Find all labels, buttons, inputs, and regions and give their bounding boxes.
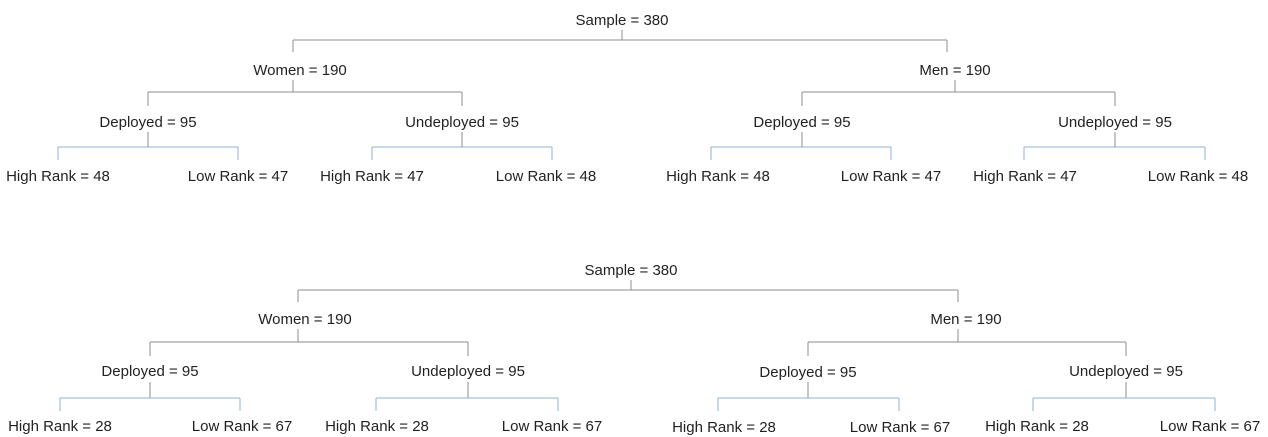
tree1-women-undeployed-node: Undeployed = 95 bbox=[405, 114, 519, 131]
tree2-men-undeployed-node: Undeployed = 95 bbox=[1069, 363, 1183, 380]
tree1-men-deployed-node: Deployed = 95 bbox=[753, 114, 851, 131]
tree1-mu-low-rank-node: Low Rank = 48 bbox=[1147, 168, 1249, 185]
tree1-md-high-rank-node: High Rank = 48 bbox=[666, 168, 770, 185]
tree1-women-node: Women = 190 bbox=[253, 62, 347, 79]
tree2-wu-low-rank-node: Low Rank = 67 bbox=[501, 418, 603, 435]
tree2-root-node: Sample = 380 bbox=[584, 262, 678, 279]
tree2-mu-high-rank-node: High Rank = 28 bbox=[985, 418, 1089, 435]
tree2-women-node: Women = 190 bbox=[258, 311, 352, 328]
tree2-wd-low-rank-node: Low Rank = 67 bbox=[191, 418, 293, 435]
tree1-wd-low-rank-node: Low Rank = 47 bbox=[187, 168, 289, 185]
tree2-md-low-rank-node: Low Rank = 67 bbox=[849, 419, 951, 436]
tree1-md-low-rank-node: Low Rank = 47 bbox=[840, 168, 942, 185]
tree1-mu-high-rank-node: High Rank = 47 bbox=[973, 168, 1077, 185]
tree2-md-high-rank-node: High Rank = 28 bbox=[672, 419, 776, 436]
tree2-men-node: Men = 190 bbox=[930, 311, 1002, 328]
tree2-women-undeployed-node: Undeployed = 95 bbox=[411, 363, 525, 380]
tree1-wu-low-rank-node: Low Rank = 48 bbox=[495, 168, 597, 185]
tree1-wd-high-rank-node: High Rank = 48 bbox=[6, 168, 110, 185]
tree2-women-deployed-node: Deployed = 95 bbox=[101, 363, 199, 380]
tree1-connectors bbox=[57, 30, 1206, 160]
tree2-connectors bbox=[59, 280, 1216, 411]
tree2-wu-high-rank-node: High Rank = 28 bbox=[325, 418, 429, 435]
tree1-men-undeployed-node: Undeployed = 95 bbox=[1058, 114, 1172, 131]
tree1-root-node: Sample = 380 bbox=[575, 12, 669, 29]
tree2-mu-low-rank-node: Low Rank = 67 bbox=[1159, 418, 1261, 435]
tree1-men-node: Men = 190 bbox=[919, 62, 991, 79]
tree1-wu-high-rank-node: High Rank = 47 bbox=[320, 168, 424, 185]
tree1-women-deployed-node: Deployed = 95 bbox=[99, 114, 197, 131]
tree2-men-deployed-node: Deployed = 95 bbox=[759, 364, 857, 381]
tree2-wd-high-rank-node: High Rank = 28 bbox=[8, 418, 112, 435]
